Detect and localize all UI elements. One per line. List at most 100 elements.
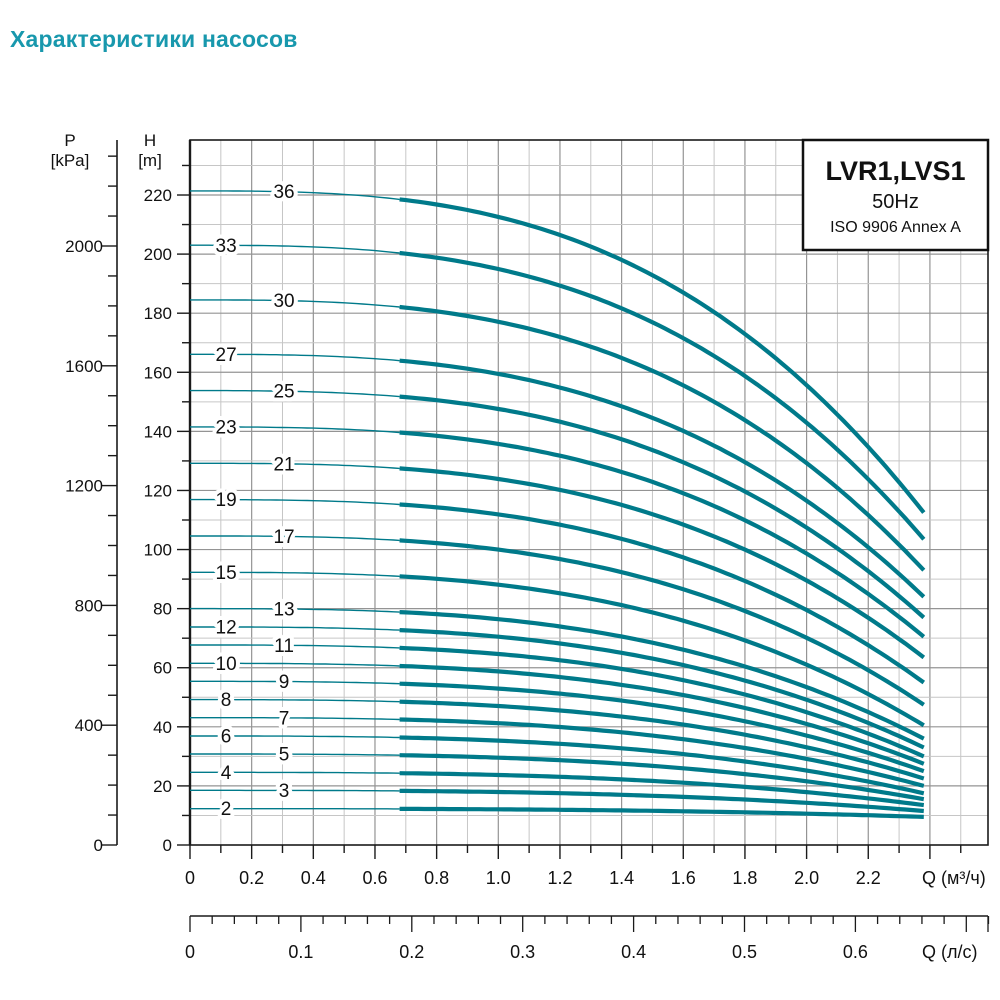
pump-curve-8 — [190, 698, 400, 703]
pump-curve-13 — [190, 607, 400, 613]
pump-curve-12 — [190, 626, 400, 631]
head-tick-label: 20 — [153, 777, 172, 796]
head-tick-label: 80 — [153, 600, 172, 619]
pump-curve-3 — [399, 788, 924, 814]
pump-curve-9 — [399, 681, 925, 774]
head-tick-label: 200 — [144, 245, 172, 264]
pump-curve-6 — [399, 735, 925, 796]
chart-generated-layer: 0400800120016002000P[kPa]020406080100120… — [51, 131, 990, 962]
curve-label-19: 19 — [216, 490, 237, 511]
legend-frequency-text: 50Hz — [872, 191, 919, 213]
curve-label-10: 10 — [216, 654, 237, 675]
curve-label-25: 25 — [273, 382, 294, 403]
pump-curve-3 — [190, 789, 400, 792]
head-axis-unit: [m] — [138, 151, 162, 170]
pump-curve-19 — [399, 502, 926, 685]
pump-curve-36 — [190, 190, 400, 201]
flow-m3h-tick-label: 2.0 — [794, 868, 819, 888]
pump-curve-9 — [190, 680, 400, 685]
pump-curve-11 — [399, 645, 925, 759]
pump-curve-10 — [190, 662, 400, 667]
pump-curve-30 — [399, 304, 926, 572]
pump-curve-10 — [399, 663, 925, 766]
curve-label-4: 4 — [221, 763, 232, 784]
pump-curve-15 — [190, 571, 400, 577]
curve-label-12: 12 — [216, 617, 237, 638]
flow-m3h-tick-label: 0 — [185, 868, 195, 888]
flow-m3h-tick-label: 1.8 — [732, 868, 757, 888]
flow-m3h-tick-label: 0.6 — [362, 868, 387, 888]
flow-ls-tick-label: 0.2 — [399, 942, 424, 962]
curve-label-30: 30 — [273, 291, 294, 312]
curve-label-36: 36 — [273, 182, 294, 203]
pump-curve-27 — [399, 358, 926, 599]
pump-curve-23 — [190, 426, 400, 434]
flow-m3h-tick-label: 2.2 — [856, 868, 881, 888]
curve-label-15: 15 — [216, 563, 237, 584]
pump-curve-21 — [399, 466, 926, 660]
flow-m3h-tick-label: 1.4 — [609, 868, 634, 888]
pressure-axis-unit: [kPa] — [51, 151, 90, 170]
curve-label-11: 11 — [274, 636, 294, 657]
legend-box: LVR1,LVS1 50Hz ISO 9906 Annex A — [801, 138, 990, 252]
flow-ls-tick-label: 0 — [185, 942, 195, 962]
pump-curve-21 — [190, 462, 400, 470]
flow-ls-tick-label: 0.4 — [621, 942, 646, 962]
pump-curve-4 — [399, 771, 925, 808]
flow-ls-tick-label: 0.1 — [288, 942, 313, 962]
head-tick-label: 180 — [144, 304, 172, 323]
curve-label-17: 17 — [273, 527, 294, 548]
pump-curve-12 — [399, 628, 925, 750]
pump-curve-4 — [190, 771, 400, 774]
curve-label-6: 6 — [221, 726, 232, 747]
head-tick-label: 160 — [144, 363, 172, 382]
flow-m3h-tick-label: 0.4 — [301, 868, 326, 888]
flow-ls-tick-label: 0.6 — [843, 942, 868, 962]
pump-curve-17 — [399, 538, 925, 707]
legend-box-frame — [801, 138, 990, 252]
legend-model-text: LVR1,LVS1 — [825, 156, 965, 186]
curve-label-5: 5 — [279, 745, 290, 766]
flow-m3h-tick-label: 0.2 — [239, 868, 264, 888]
curve-label-3: 3 — [279, 781, 290, 802]
pressure-tick-label: 2000 — [65, 237, 103, 256]
flow-m3h-tick-label: 1.2 — [547, 868, 572, 888]
flow-ls-unit-label: Q (л/с) — [922, 942, 978, 962]
pump-curve-8 — [399, 699, 925, 781]
head-tick-label: 0 — [163, 836, 172, 855]
pump-curve-15 — [399, 574, 925, 728]
curve-label-2: 2 — [221, 799, 232, 820]
head-tick-label: 140 — [144, 422, 172, 441]
pressure-tick-label: 1600 — [65, 357, 103, 376]
pump-curve-17 — [190, 535, 400, 542]
flow-m3h-tick-label: 1.0 — [486, 868, 511, 888]
curve-label-13: 13 — [273, 599, 294, 620]
pump-curve-6 — [190, 735, 400, 739]
pressure-tick-label: 400 — [75, 716, 103, 735]
pump-curve-23 — [399, 430, 926, 639]
curve-label-33: 33 — [216, 236, 237, 257]
pump-curve-5 — [399, 753, 925, 802]
head-tick-label: 100 — [144, 541, 172, 560]
curve-label-21: 21 — [273, 454, 294, 475]
head-tick-label: 220 — [144, 186, 172, 205]
pump-curve-36 — [399, 197, 926, 514]
curve-label-23: 23 — [216, 417, 237, 438]
pressure-tick-label: 0 — [94, 836, 103, 855]
pump-curve-25 — [190, 389, 400, 398]
pump-curve-30 — [190, 299, 400, 308]
flow-m3h-tick-label: 0.8 — [424, 868, 449, 888]
flow-ls-tick-label: 0.3 — [510, 942, 535, 962]
pump-curve-2 — [399, 806, 924, 819]
pump-curve-5 — [190, 753, 400, 756]
legend-standard-text: ISO 9906 Annex A — [830, 219, 961, 236]
page-title: Характеристики насосов — [10, 26, 298, 52]
curve-label-9: 9 — [279, 672, 290, 693]
pump-curve-11 — [190, 644, 400, 649]
pump-curve-25 — [399, 394, 926, 620]
pressure-axis-name: P — [64, 131, 75, 150]
pressure-tick-label: 1200 — [65, 477, 103, 496]
curve-label-7: 7 — [279, 708, 290, 729]
